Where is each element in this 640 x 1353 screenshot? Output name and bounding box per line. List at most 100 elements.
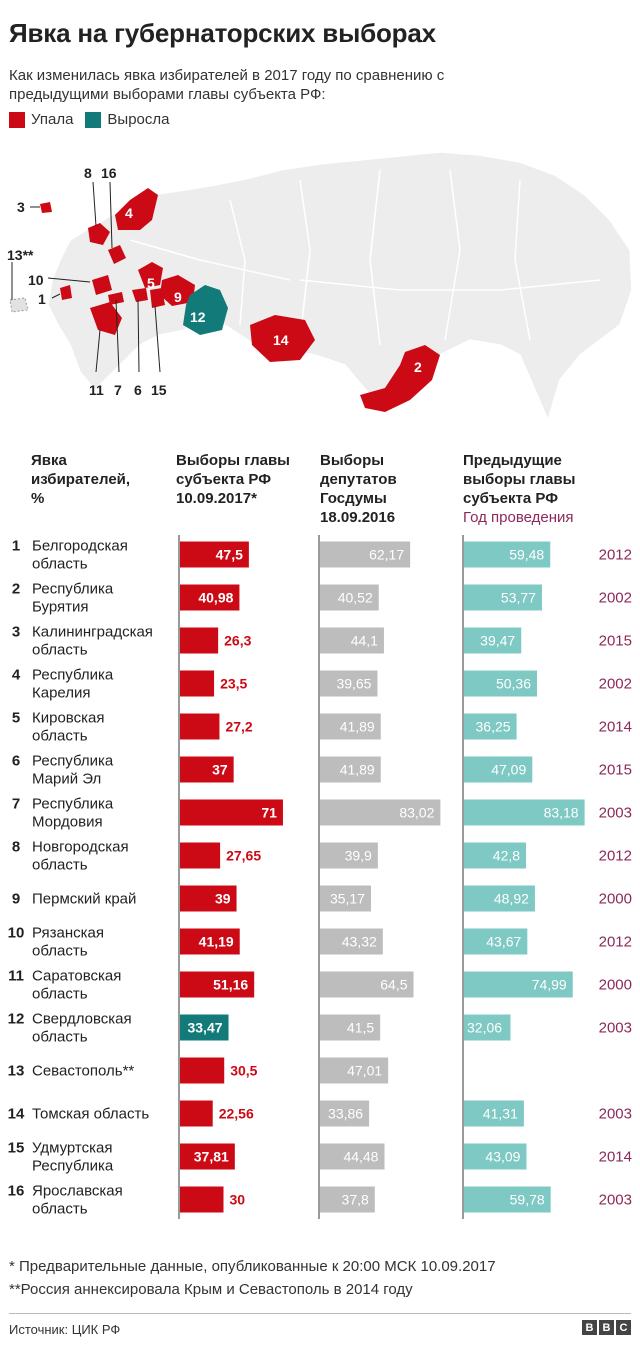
col-header-2017-line3: 10.09.2017* bbox=[176, 490, 257, 507]
bar-label-series-0: 40,98 bbox=[198, 590, 233, 606]
map-label-11: 11 bbox=[89, 382, 104, 398]
region-name: Марий Эл bbox=[32, 771, 101, 788]
bar-label-series-1: 62,17 bbox=[369, 547, 404, 563]
region-udmurtia bbox=[150, 288, 165, 308]
row-index: 5 bbox=[12, 710, 20, 727]
region-name: Рязанская bbox=[32, 925, 104, 942]
bar-label-series-1: 37,8 bbox=[342, 1192, 369, 1208]
bbc-logo-b1: B bbox=[582, 1320, 597, 1335]
bar-series-2 bbox=[464, 713, 517, 740]
bar-label-series-1: 39,9 bbox=[345, 848, 372, 864]
region-name: область bbox=[32, 943, 88, 960]
bar-series-1 bbox=[320, 928, 383, 955]
col-header-2017-line1: Выборы главы bbox=[176, 452, 290, 469]
bar-series-1 bbox=[320, 1014, 381, 1041]
bar-label-series-0: 37,81 bbox=[194, 1149, 229, 1165]
row-index: 6 bbox=[12, 753, 20, 770]
year-label: 2015 bbox=[599, 762, 632, 779]
map-label-12: 12 bbox=[190, 309, 206, 325]
bar-label-series-1: 44,48 bbox=[343, 1149, 378, 1165]
year-label: 2002 bbox=[599, 590, 632, 607]
region-buryatia bbox=[360, 345, 440, 412]
map-label-16: 16 bbox=[101, 165, 117, 181]
row-index: 13 bbox=[8, 1063, 25, 1080]
bar-series-1 bbox=[320, 971, 414, 998]
bar-series-2 bbox=[464, 971, 573, 998]
map-label-4: 4 bbox=[125, 205, 133, 221]
bar-label-series-0: 41,19 bbox=[199, 934, 234, 950]
bar-label-series-0: 22,56 bbox=[219, 1106, 254, 1122]
bar-series-1 bbox=[320, 799, 441, 826]
map-label-7: 7 bbox=[114, 382, 122, 398]
legend-item-rose: Выросла bbox=[85, 111, 170, 128]
year-label: 2003 bbox=[599, 1020, 632, 1037]
region-name: Севастополь** bbox=[32, 1063, 134, 1080]
map-label-10: 10 bbox=[28, 272, 44, 288]
bbc-logo-b2: B bbox=[599, 1320, 614, 1335]
russia-outline bbox=[47, 151, 633, 423]
year-label: 2014 bbox=[599, 719, 632, 736]
bar-label-series-0: 30,5 bbox=[230, 1063, 257, 1079]
bar-series-2 bbox=[464, 799, 585, 826]
region-name: область bbox=[32, 642, 88, 659]
col-header-duma-line3: Госдумы bbox=[320, 490, 387, 507]
region-ryazan bbox=[92, 275, 112, 295]
bar-label-series-0: 27,2 bbox=[225, 719, 252, 735]
region-name: Свердловская bbox=[32, 1011, 132, 1028]
region-name: Республика bbox=[32, 581, 114, 598]
map-label-13: 13** bbox=[7, 247, 34, 263]
region-name: Республика bbox=[32, 667, 114, 684]
bar-label-series-1: 35,17 bbox=[330, 891, 365, 907]
region-name: область bbox=[32, 556, 88, 573]
row-index: 9 bbox=[12, 891, 20, 908]
region-belgorod bbox=[60, 285, 72, 300]
region-novgorod bbox=[88, 223, 110, 245]
subtitle: Как изменилась явка избирателей в 2017 г… bbox=[9, 67, 445, 103]
bar-series-2 bbox=[464, 756, 533, 783]
bar-series-1 bbox=[320, 1186, 375, 1213]
bar-label-series-0: 30 bbox=[230, 1192, 246, 1208]
bar-series-2 bbox=[464, 584, 542, 611]
row-index: 4 bbox=[12, 667, 21, 684]
row-index: 16 bbox=[8, 1183, 25, 1200]
region-kirov bbox=[138, 262, 163, 288]
year-label: 2015 bbox=[599, 633, 632, 650]
bar-series-0 bbox=[180, 670, 215, 697]
col-header-previous-line3: субъекта РФ bbox=[463, 490, 559, 507]
russia-inner-borders bbox=[129, 169, 601, 346]
region-name: Ярославская bbox=[32, 1183, 123, 1200]
bar-label-series-2: 59,78 bbox=[510, 1192, 545, 1208]
row-index: 11 bbox=[8, 968, 24, 985]
bar-label-series-2: 39,47 bbox=[480, 633, 515, 649]
map-label-14: 14 bbox=[273, 332, 289, 348]
map-label-6: 6 bbox=[134, 382, 142, 398]
region-name: Карелия bbox=[32, 685, 91, 702]
bar-series-2 bbox=[464, 1143, 527, 1170]
col-header-duma-line4: 18.09.2016 bbox=[320, 509, 396, 526]
bar-series-0 bbox=[180, 584, 240, 611]
year-label: 2002 bbox=[599, 676, 632, 693]
col-header-year-subtitle: Год проведения bbox=[463, 509, 574, 526]
bar-label-series-0: 37 bbox=[212, 762, 228, 778]
region-sverdlovsk bbox=[183, 285, 228, 335]
map-label-2: 2 bbox=[414, 359, 422, 375]
map-label-1: 1 bbox=[38, 291, 46, 307]
bar-series-0 bbox=[180, 971, 255, 998]
col-header-turnout-line2: избирателей, bbox=[31, 471, 131, 488]
region-name: Томская область bbox=[32, 1106, 149, 1123]
region-mordovia bbox=[108, 292, 124, 305]
bar-series-2 bbox=[464, 885, 535, 912]
region-name: область bbox=[32, 1029, 88, 1046]
bar-label-series-0: 23,5 bbox=[220, 676, 247, 692]
bar-label-series-2: 43,67 bbox=[486, 934, 521, 950]
bar-series-0 bbox=[180, 1100, 213, 1127]
bar-label-series-2: 74,99 bbox=[532, 977, 567, 993]
year-label: 2000 bbox=[599, 977, 632, 994]
region-name: Калининградская bbox=[32, 624, 153, 641]
col-header-2017: Выборы главы субъекта РФ 10.09.2017* bbox=[176, 451, 290, 508]
bar-series-1 bbox=[320, 1100, 370, 1127]
region-name: область bbox=[32, 1201, 88, 1218]
bar-label-series-1: 41,89 bbox=[340, 762, 375, 778]
row-index: 2 bbox=[12, 581, 20, 598]
bbc-logo: B B C bbox=[582, 1320, 631, 1335]
